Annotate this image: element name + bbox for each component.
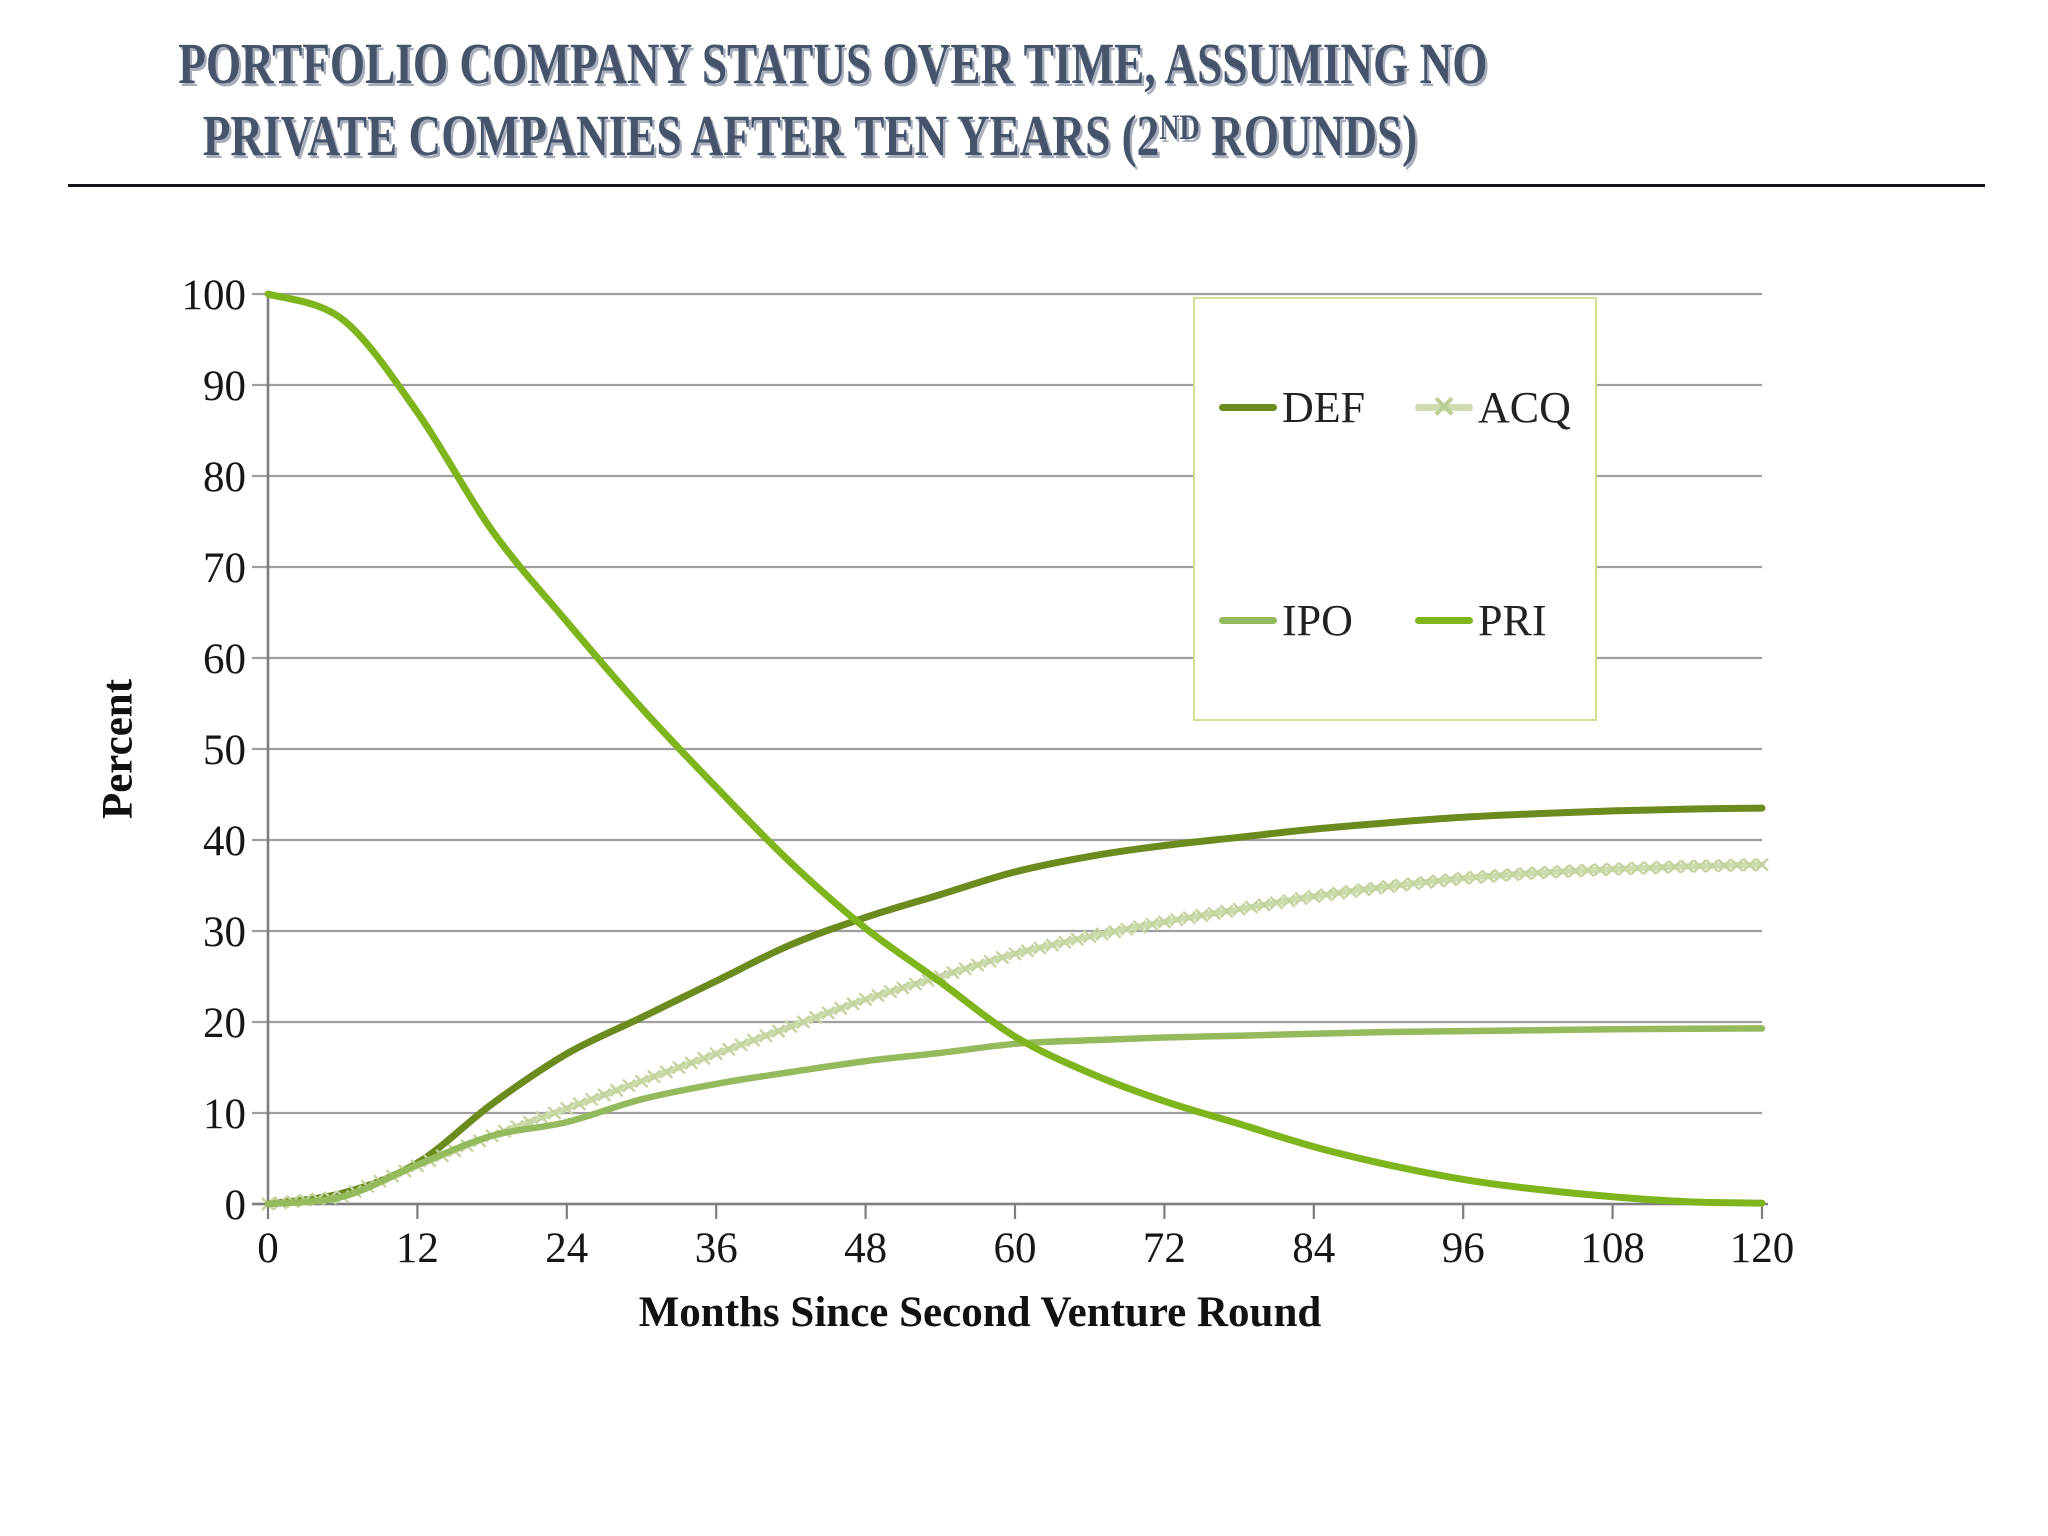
x-tick-label: 24 [545,1225,588,1272]
series-line-pri [264,290,1766,1207]
x-marker-icon: × [1432,386,1456,428]
y-tick-label: 70 [203,545,246,592]
legend-label-ipo: IPO [1282,595,1353,645]
y-axis-title: Percent [94,678,142,820]
tick-labels: 0 10 20 30 40 50 60 70 80 90 100 0 12 24 36 48 60 72 84 96 1… [182,272,1795,1272]
y-tick-label: 80 [203,454,246,501]
legend-item-pri: PRI [1415,595,1547,645]
acq-line-swatch-icon: × [1415,388,1473,426]
x-tick-label: 72 [1143,1225,1186,1272]
x-tick-label: 60 [994,1225,1037,1272]
axes [252,294,1768,1219]
y-tick-label: 40 [203,818,246,865]
y-tick-label: 0 [225,1182,247,1229]
x-tick-label: 96 [1442,1225,1485,1272]
y-tick-label: 60 [203,636,246,683]
y-tick-label: 30 [203,909,246,956]
legend-item-def: DEF [1219,382,1366,432]
y-tick-label: 100 [182,272,247,319]
pri-line-swatch-icon [1415,616,1473,624]
legend-label-acq: ACQ [1478,382,1571,432]
title-divider [68,184,1985,187]
x-tick-label: 84 [1292,1225,1335,1272]
legend: DEF × ACQ IPO PRI [1193,297,1597,721]
series-line-def [264,804,1766,1208]
chart-title: PORTFOLIO COMPANY STATUS OVER TIME, ASSU… [0,28,1620,179]
def-line-swatch-icon [1219,403,1277,411]
title-line-2: PRIVATE COMPANIES AFTER TEN YEARS (2ND R… [178,100,1442,179]
x-axis-title: Months Since Second Venture Round [638,1289,1322,1336]
x-tick-label: 108 [1580,1225,1645,1272]
y-tick-label: 50 [203,727,246,774]
legend-label-def: DEF [1282,382,1366,432]
x-tick-label: 48 [844,1225,887,1272]
legend-item-acq: × ACQ [1415,382,1571,432]
title-line-1: PORTFOLIO COMPANY STATUS OVER TIME, ASSU… [178,28,1487,100]
x-tick-label: 12 [396,1225,439,1272]
x-tick-label: 0 [257,1225,279,1272]
x-tick-label: 120 [1730,1225,1795,1272]
title-text-2b: ROUNDS) [1199,103,1418,168]
title-superscript: ND [1159,106,1200,147]
y-tick-label: 10 [203,1091,246,1138]
title-text-1: PORTFOLIO COMPANY STATUS OVER TIME, ASSU… [178,31,1488,96]
series-line-ipo [264,1025,1766,1208]
legend-label-pri: PRI [1478,595,1547,645]
title-text-2a: PRIVATE COMPANIES AFTER TEN YEARS (2 [202,103,1160,168]
y-tick-label: 90 [203,363,246,410]
legend-item-ipo: IPO [1219,595,1353,645]
ipo-line-swatch-icon [1219,616,1277,624]
series [261,290,1769,1211]
y-tick-label: 20 [203,1000,246,1047]
x-tick-label: 36 [695,1225,738,1272]
